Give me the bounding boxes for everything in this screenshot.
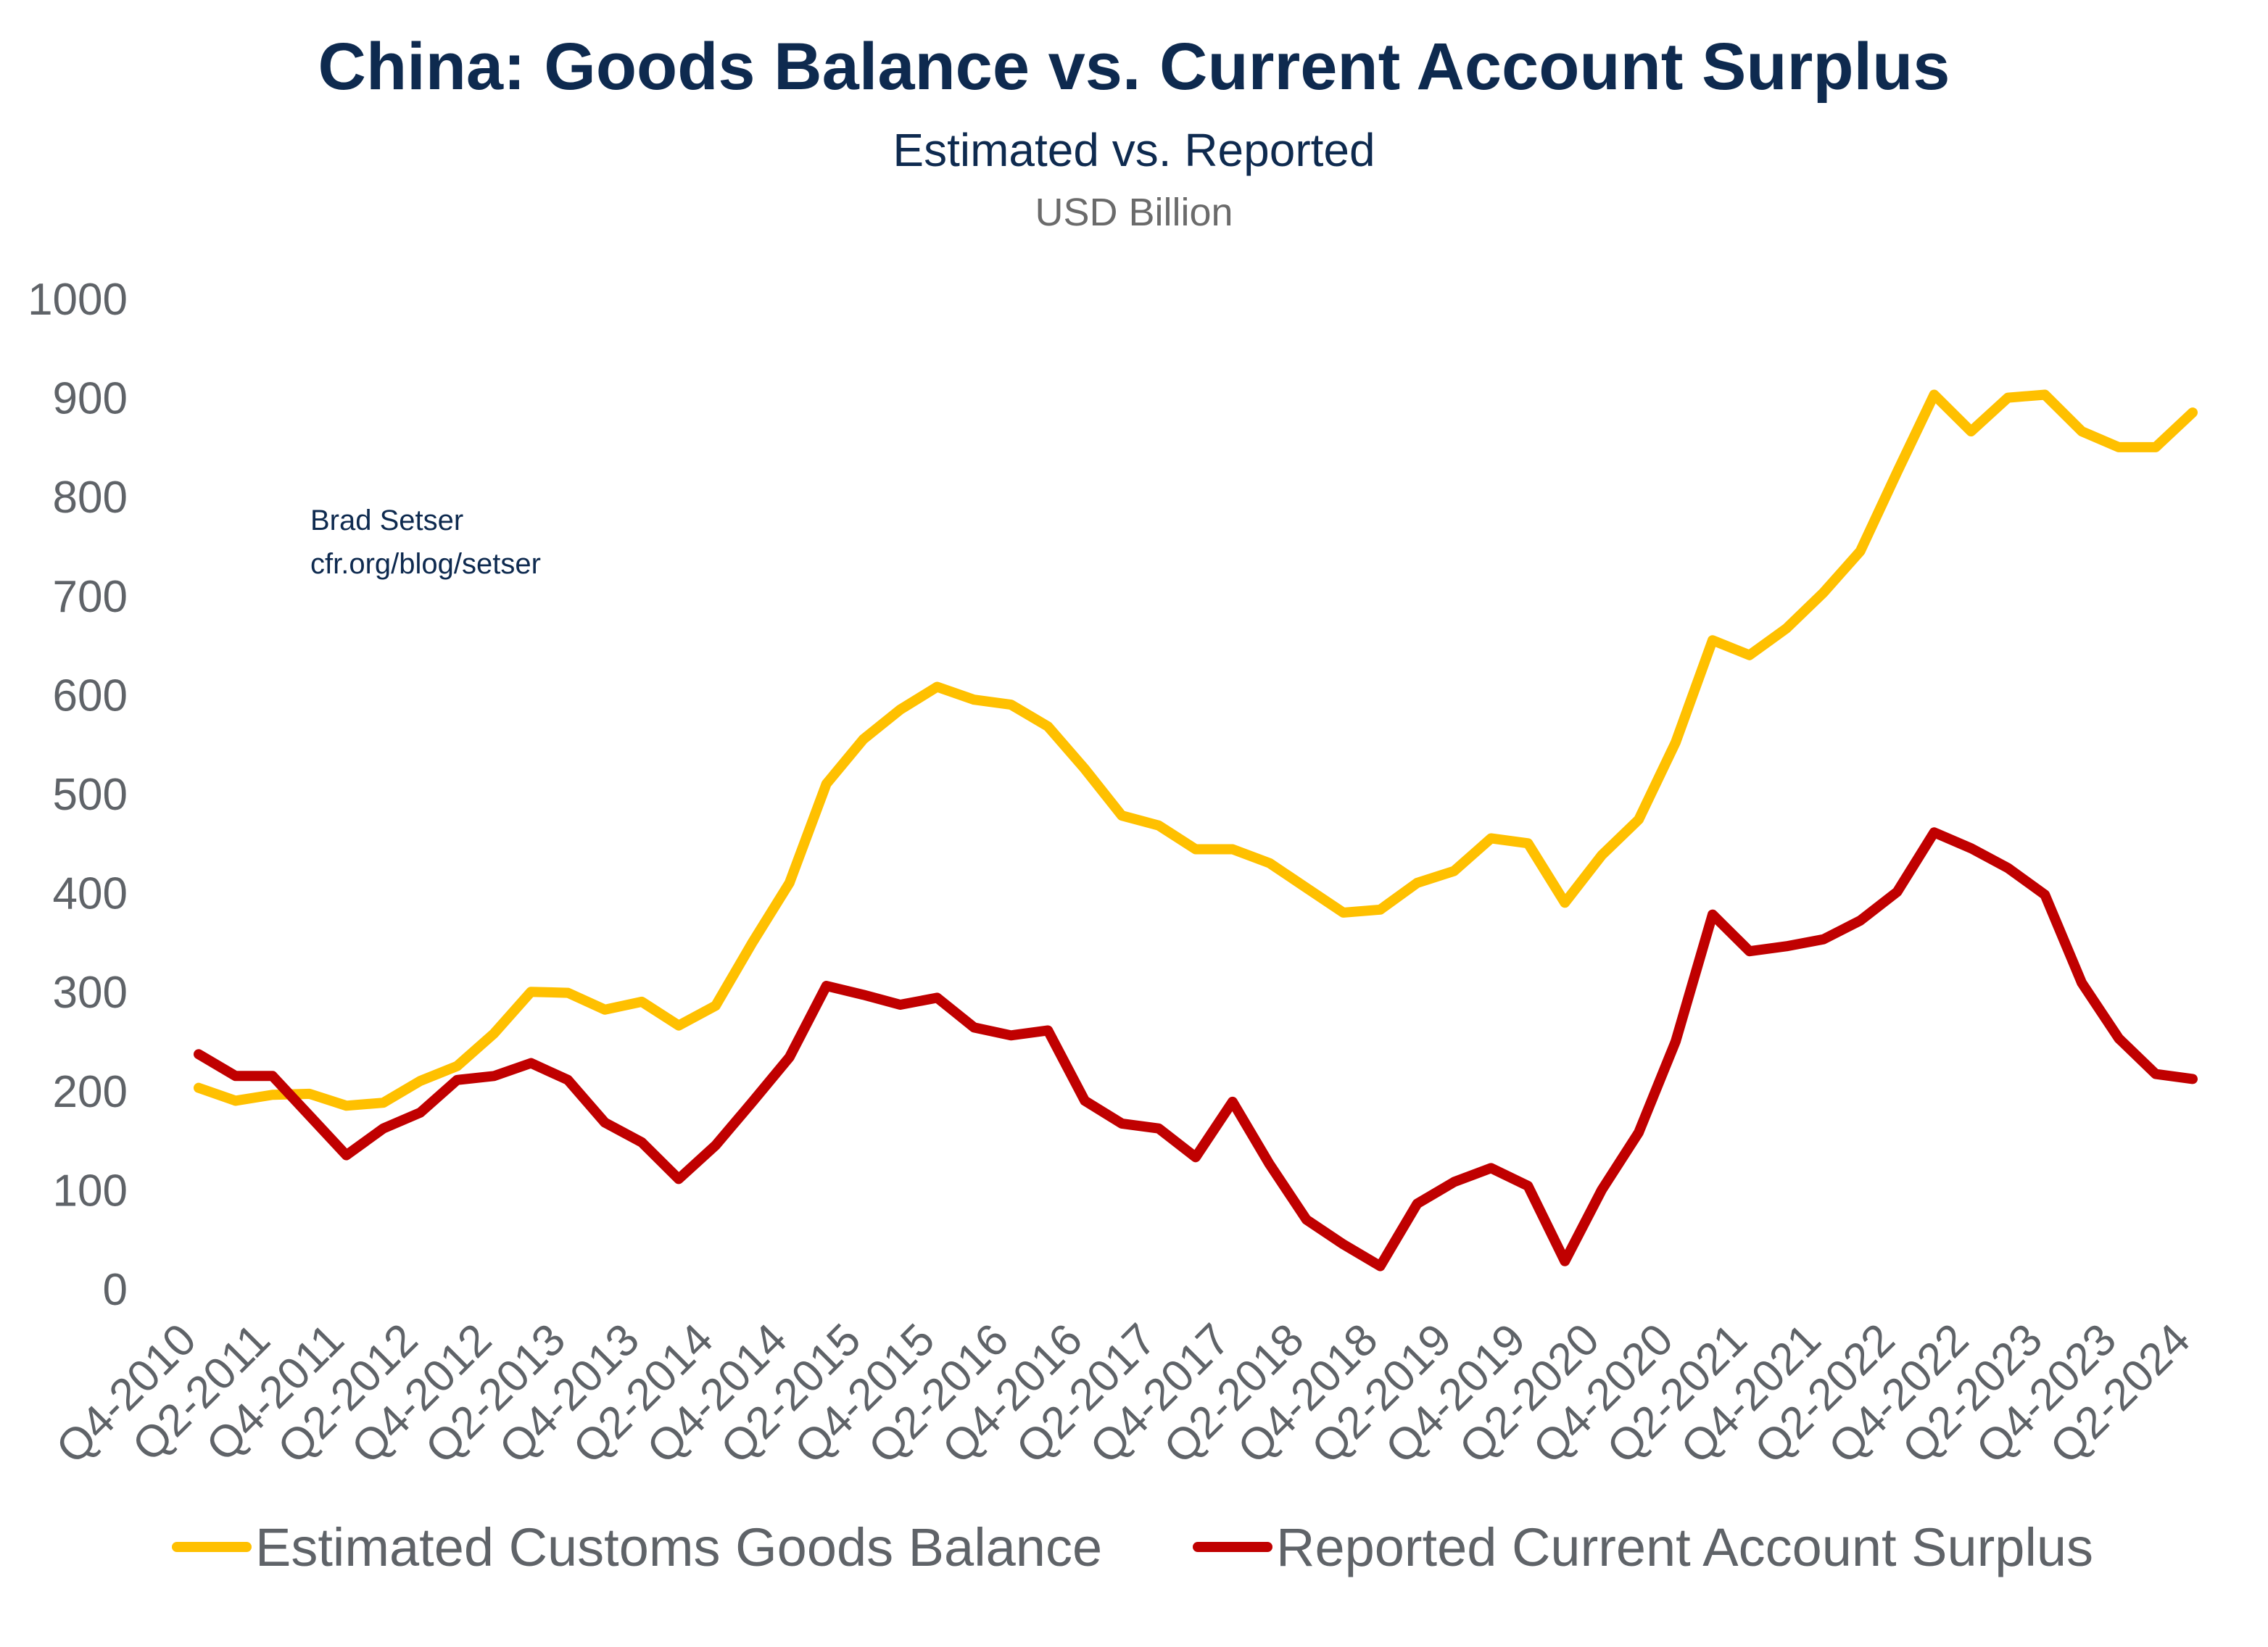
y-tick-label: 300 — [53, 968, 128, 1018]
y-tick-label: 900 — [53, 374, 128, 424]
y-tick-label: 1000 — [28, 275, 128, 325]
y-tick-label: 700 — [53, 572, 128, 622]
y-tick-label: 200 — [53, 1067, 128, 1117]
y-tick-label: 400 — [53, 869, 128, 919]
legend-label: Reported Current Account Surplus — [1276, 1517, 2093, 1577]
series-line-goods-balance — [194, 389, 2198, 1111]
y-tick-label: 0 — [103, 1265, 128, 1315]
y-unit-label: USD Billion — [1035, 191, 1233, 234]
chart-subtitle: Estimated vs. Reported — [893, 124, 1375, 176]
source-note: cfr.org/blog/setser — [310, 548, 541, 580]
y-tick-label: 800 — [53, 473, 128, 523]
y-tick-label: 500 — [53, 770, 128, 820]
y-tick-label: 100 — [53, 1166, 128, 1216]
series-line-current-account — [194, 827, 2198, 1271]
y-tick-label: 600 — [53, 671, 128, 721]
legend-label: Estimated Customs Goods Balance — [255, 1517, 1102, 1577]
chart-title: China: Goods Balance vs. Current Account… — [318, 30, 1950, 104]
author-note: Brad Setser — [310, 505, 464, 536]
